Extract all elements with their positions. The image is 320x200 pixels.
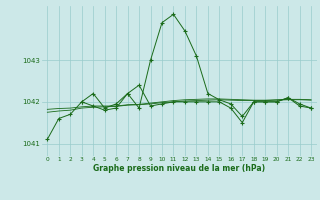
X-axis label: Graphe pression niveau de la mer (hPa): Graphe pression niveau de la mer (hPa): [93, 164, 265, 173]
